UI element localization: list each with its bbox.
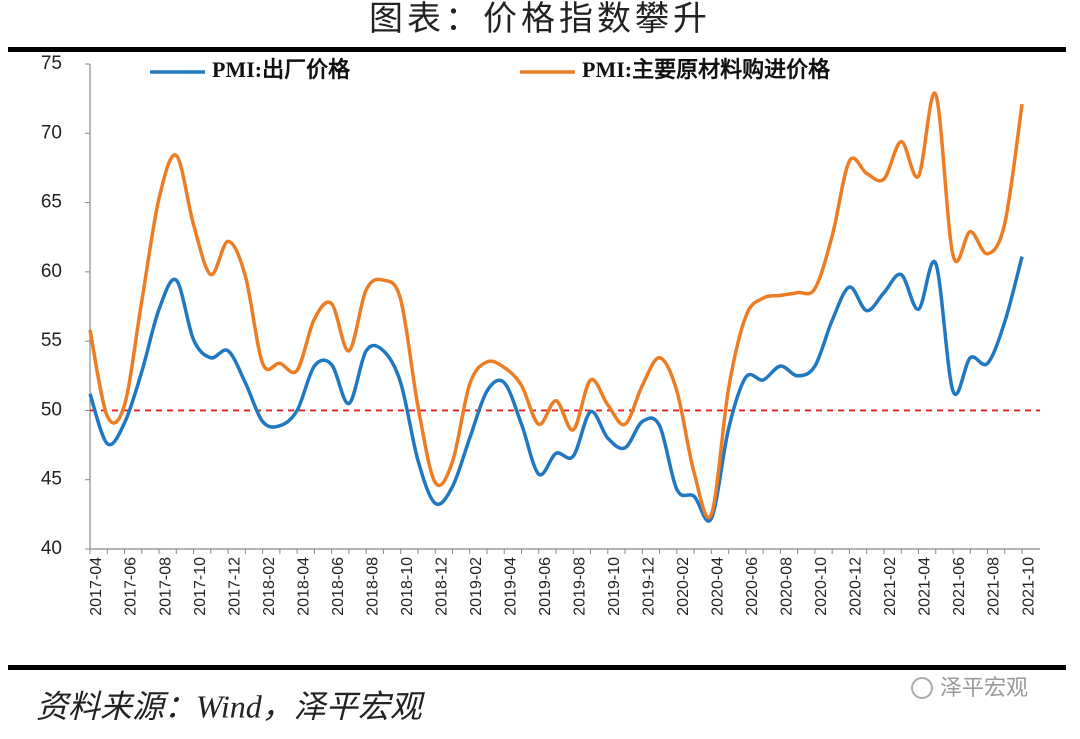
x-tick-label: 2018-10 [399,557,416,616]
x-tick-label: 2020-10 [813,557,830,616]
x-tick-label: 2018-04 [295,557,312,616]
x-tick-label: 2019-02 [468,557,485,616]
x-tick-label: 2019-04 [502,557,519,616]
x-tick-label: 2021-08 [986,557,1003,616]
y-tick-label: 60 [41,261,62,282]
x-tick-label: 2020-08 [779,557,796,616]
x-tick-label: 2017-08 [157,557,174,616]
chart-title: 图表：价格指数攀升 [369,0,711,38]
x-tick-label: 2018-02 [261,557,278,616]
y-tick-label: 45 [41,469,62,490]
x-tick-label: 2021-02 [882,557,899,616]
x-tick-label: 2019-10 [606,557,623,616]
y-tick-label: 55 [41,330,62,351]
top-rule [8,47,1066,52]
y-tick-label: 65 [41,192,62,213]
x-tick-label: 2017-06 [123,557,140,616]
x-tick-label: 2021-04 [917,557,934,616]
x-tick-label: 2021-06 [951,557,968,616]
source-note: 资料来源：Wind，泽平宏观 [36,688,426,724]
y-tick-label: 70 [41,122,62,143]
x-tick-label: 2018-06 [330,557,347,616]
x-tick-label: 2019-12 [641,557,658,616]
series-line [88,256,1024,523]
x-tick-label: 2020-02 [675,557,692,616]
x-tick-label: 2020-06 [744,557,761,616]
legend-label: PMI:主要原材料购进价格 [582,57,831,82]
watermark-icon [911,677,933,699]
x-tick-label: 2021-10 [1020,557,1037,616]
legend-label: PMI:出厂价格 [212,57,351,82]
x-tick-label: 2019-06 [537,557,554,616]
watermark: 泽平宏观 [940,675,1028,700]
x-tick-label: 2020-04 [710,557,727,616]
x-tick-label: 2018-12 [433,557,450,616]
x-tick-label: 2017-12 [226,557,243,616]
y-tick-label: 50 [41,399,62,420]
series-line [88,91,1024,520]
y-tick-label: 75 [41,53,62,74]
x-tick-label: 2019-08 [571,557,588,616]
bottom-rule [8,665,1066,670]
x-tick-label: 2017-04 [88,557,105,616]
x-tick-label: 2020-12 [848,557,865,616]
y-tick-label: 40 [41,538,62,559]
x-tick-label: 2018-08 [364,557,381,616]
x-tick-label: 2017-10 [192,557,209,616]
